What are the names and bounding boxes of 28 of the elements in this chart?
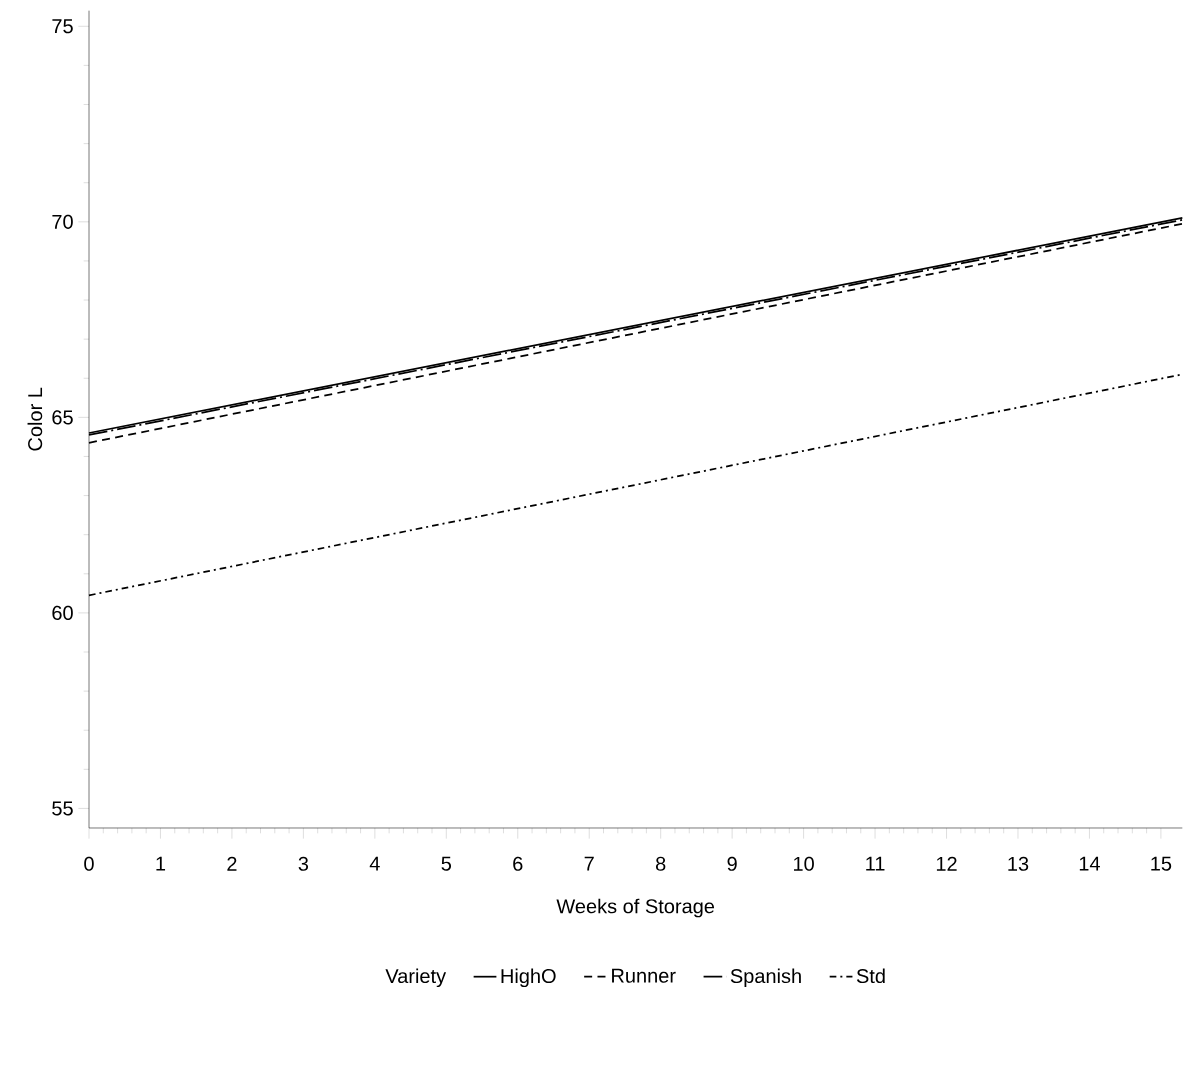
x-tick-label: 15 — [1151, 856, 1172, 871]
legend-label: Std — [856, 968, 885, 984]
y-tick-label: 75 — [52, 19, 73, 34]
legend-label: Spanish — [730, 968, 801, 988]
x-tick-label: 12 — [936, 856, 957, 871]
x-tick-label: 1 — [156, 856, 166, 871]
x-tick-label: 11 — [866, 856, 885, 871]
y-axis-title: Color L — [27, 387, 43, 451]
y-tick-label: 65 — [52, 410, 73, 425]
x-tick-label: 3 — [298, 856, 309, 871]
x-tick-label: 14 — [1079, 856, 1100, 871]
x-axis-title: Weeks of Storage — [556, 898, 715, 918]
legend-label: HighO — [501, 968, 556, 988]
x-tick-label: 7 — [584, 856, 594, 871]
x-tick-label: 2 — [227, 856, 237, 871]
y-tick-label: 70 — [52, 214, 73, 229]
y-tick-label: 55 — [52, 801, 73, 816]
x-tick-label: 6 — [513, 856, 523, 871]
x-tick-label: 5 — [441, 856, 452, 871]
x-tick-label: 13 — [1008, 856, 1029, 871]
x-tick-label: 4 — [369, 856, 380, 871]
x-tick-label: 8 — [656, 856, 666, 871]
y-tick-label: 60 — [52, 605, 73, 620]
x-tick-label: 0 — [84, 856, 94, 871]
x-tick-label: 9 — [727, 856, 737, 871]
legend-label: Runner — [612, 968, 676, 983]
x-tick-label: 10 — [794, 856, 814, 871]
legend-title: Variety — [385, 968, 447, 988]
